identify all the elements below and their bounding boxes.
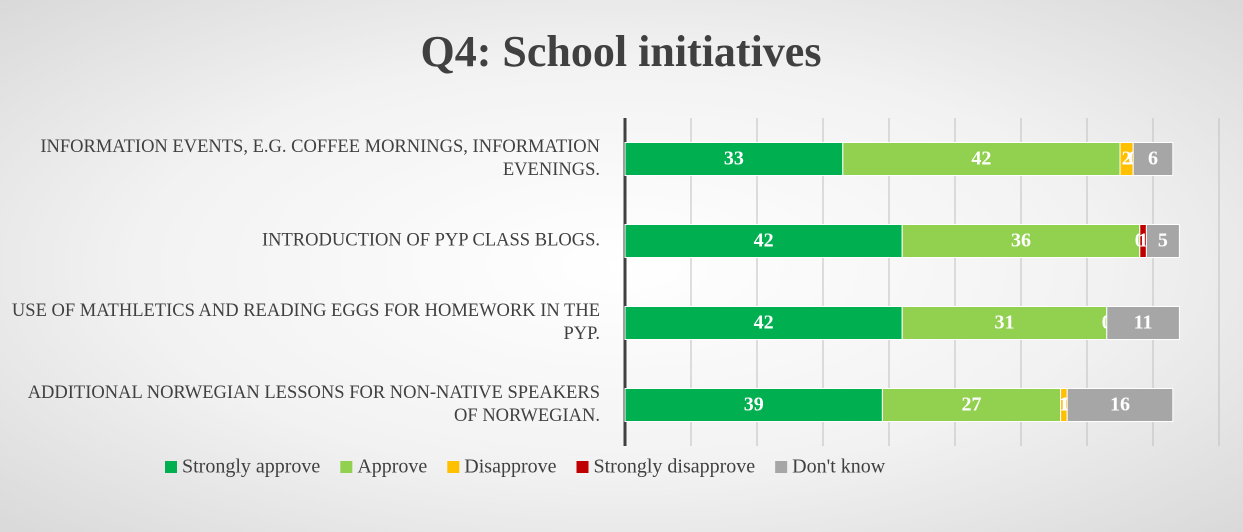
- bar-segment: [1106, 306, 1180, 340]
- value-label: 16: [1110, 394, 1130, 416]
- chart-title: Q4: School initiatives: [421, 27, 822, 76]
- value-label: 11: [1134, 312, 1153, 334]
- value-label: 42: [754, 230, 774, 252]
- value-label: 1: [1138, 230, 1148, 252]
- bar-segment: [1066, 388, 1174, 422]
- bar-segment: [881, 388, 1062, 422]
- legend-label: Approve: [357, 456, 427, 478]
- value-label: 42: [754, 312, 774, 334]
- bar-segment: [842, 142, 1121, 176]
- value-label: 1: [1059, 394, 1069, 416]
- legend-label: Don't know: [792, 456, 886, 478]
- value-label: 39: [744, 394, 764, 416]
- value-label: 6: [1148, 148, 1158, 170]
- bar-segment: [624, 306, 903, 340]
- value-label: 31: [995, 312, 1015, 334]
- value-label: 27: [962, 394, 982, 416]
- category-label: ADDITIONAL NORWEGIAN LESSONS FOR NON-NAT…: [27, 383, 600, 426]
- bar-segment: [624, 224, 903, 258]
- bar-segment: [901, 224, 1141, 258]
- legend-label: Disapprove: [464, 456, 556, 478]
- legend-swatch: [576, 461, 589, 473]
- legend-swatch: [165, 461, 177, 473]
- bar-segment: [1132, 142, 1174, 176]
- category-label: INTRODUCTION OF PYP CLASS BLOGS.: [261, 230, 600, 251]
- value-label: 36: [1011, 230, 1031, 252]
- value-label: 5: [1158, 230, 1168, 252]
- value-label: 33: [724, 148, 744, 170]
- category-label: USE OF MATHLETICS AND READING EGGS FOR H…: [11, 301, 600, 344]
- bar-segment: [624, 142, 844, 176]
- legend-label: Strongly disapprove: [594, 456, 756, 478]
- category-label: INFORMATION EVENTS, E.G. COFFEE MORNINGS…: [40, 137, 600, 180]
- bar-segment: [1145, 224, 1180, 258]
- bar-segment: [901, 306, 1108, 340]
- value-label: 2: [1122, 148, 1132, 170]
- legend-swatch: [447, 461, 460, 473]
- legend-swatch: [340, 461, 353, 473]
- legend-label: Strongly approve: [182, 456, 320, 478]
- value-label: 42: [971, 148, 991, 170]
- legend-swatch: [775, 461, 788, 473]
